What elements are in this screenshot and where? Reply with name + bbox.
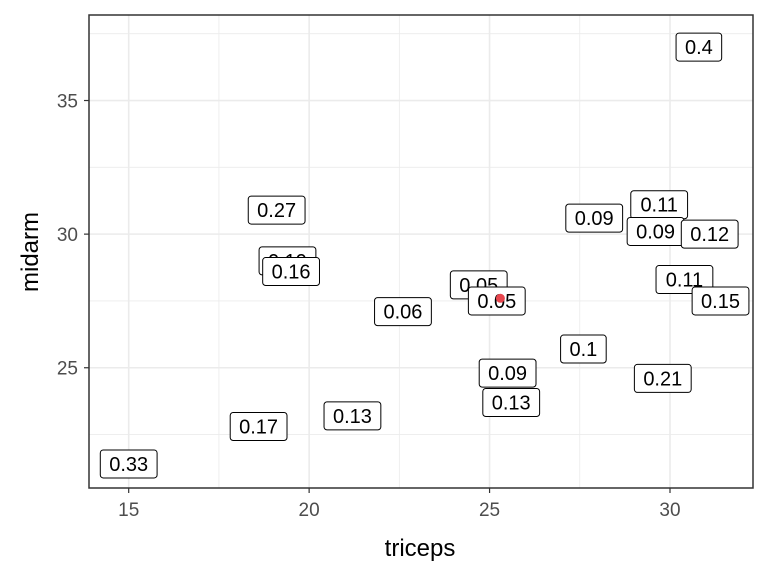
x-tick-label: 20 — [299, 500, 320, 521]
point-label: 0.17 — [229, 412, 288, 442]
label-text: 0.17 — [239, 417, 278, 439]
plot-panel — [89, 15, 753, 488]
label-box — [247, 195, 306, 225]
point-label: 0.1 — [560, 334, 607, 364]
axes: 15 20 25 30 25 30 35 — [57, 92, 681, 521]
label-box — [478, 358, 537, 388]
label-text: 0.06 — [383, 302, 422, 324]
label-text: 0.09 — [488, 363, 527, 385]
label-text: 0.16 — [272, 262, 311, 284]
plot-background — [89, 15, 753, 488]
label-box — [229, 412, 288, 442]
x-tick-label: 25 — [479, 500, 500, 521]
label-text: 0.1 — [569, 339, 597, 361]
x-tick-label: 30 — [659, 500, 680, 521]
label-text: 0.13 — [492, 392, 531, 414]
point-label: 0.13 — [323, 401, 382, 431]
data-point — [495, 293, 505, 303]
panel-border — [88, 14, 754, 489]
y-tick-label: 35 — [57, 92, 78, 113]
point-label: 0.06 — [374, 297, 432, 327]
x-tick-label: 15 — [118, 500, 139, 521]
label-text: 0.27 — [257, 200, 296, 222]
label-text: 0.12 — [690, 224, 729, 246]
point-labels: 0.330.170.270.190.160.130.060.050.050.09… — [99, 32, 750, 479]
label-text: 0.09 — [575, 208, 614, 230]
label-text: 0.11 — [640, 195, 677, 217]
label-box — [680, 219, 739, 249]
label-text: 0.05 — [477, 291, 516, 313]
point-label: 0.15 — [691, 286, 750, 316]
point-label: 0.09 — [565, 203, 624, 233]
point-label: 0.13 — [482, 387, 541, 417]
label-text: 0.4 — [685, 37, 713, 59]
label-box — [691, 286, 750, 316]
label-box — [482, 387, 541, 417]
label-text: 0.09 — [636, 221, 675, 243]
point-label: 0.11 — [630, 190, 689, 220]
point-label: 0.33 — [99, 449, 158, 479]
point-label: 0.21 — [633, 363, 692, 393]
label-box — [633, 363, 692, 393]
label-box — [560, 334, 607, 364]
label-text: 0.33 — [109, 454, 148, 476]
point-label: 0.12 — [680, 219, 739, 249]
label-box — [99, 449, 158, 479]
y-axis-title: midarm — [17, 212, 44, 292]
x-axis-title: triceps — [385, 535, 456, 562]
label-text: 0.13 — [333, 406, 372, 428]
label-box — [323, 401, 382, 431]
point-label: 0.09 — [478, 358, 537, 388]
label-box — [675, 32, 723, 62]
point-label: 0.16 — [262, 257, 320, 287]
point-label: 0.09 — [626, 216, 685, 246]
label-text: 0.15 — [701, 291, 740, 313]
label-text: 0.21 — [643, 368, 682, 390]
point-label: 0.27 — [247, 195, 306, 225]
label-box — [262, 257, 320, 287]
y-tick-label: 25 — [57, 359, 78, 380]
label-box — [374, 297, 432, 327]
y-tick-label: 30 — [57, 225, 78, 246]
label-box — [565, 203, 624, 233]
label-text: 0.11 — [666, 270, 703, 292]
panel-frame — [88, 14, 754, 489]
point-label: 0.4 — [675, 32, 723, 62]
data-points — [495, 293, 505, 303]
